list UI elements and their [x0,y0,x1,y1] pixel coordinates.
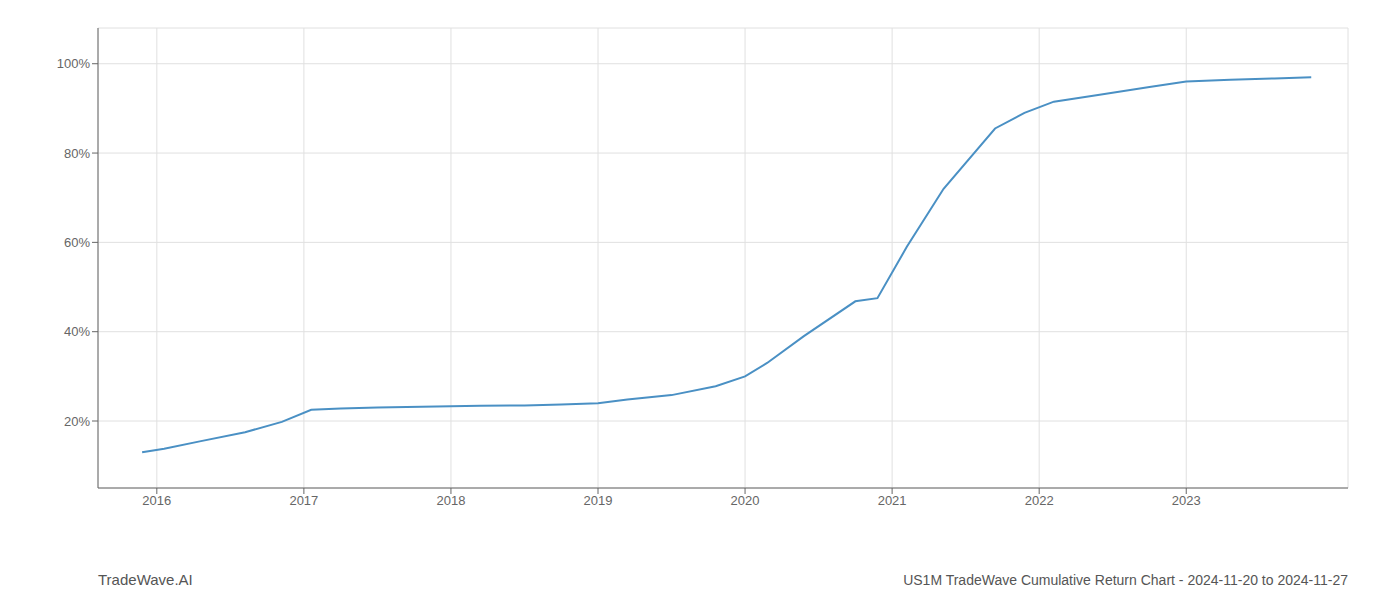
svg-text:60%: 60% [64,235,90,250]
svg-text:2023: 2023 [1172,493,1201,508]
svg-text:2021: 2021 [878,493,907,508]
svg-text:80%: 80% [64,146,90,161]
svg-text:20%: 20% [64,414,90,429]
svg-text:2022: 2022 [1025,493,1054,508]
svg-text:2020: 2020 [731,493,760,508]
html-text:US1M TradeWave Cumulative Retu: US1M TradeWave Cumulative Return Chart -… [903,572,1348,588]
svg-text:100%: 100% [57,56,91,71]
svg-text:2016: 2016 [142,493,171,508]
svg-text:2017: 2017 [289,493,318,508]
svg-text:40%: 40% [64,324,90,339]
html-text:TradeWave.AI: TradeWave.AI [98,571,193,588]
svg-text:2018: 2018 [436,493,465,508]
svg-text:2019: 2019 [584,493,613,508]
